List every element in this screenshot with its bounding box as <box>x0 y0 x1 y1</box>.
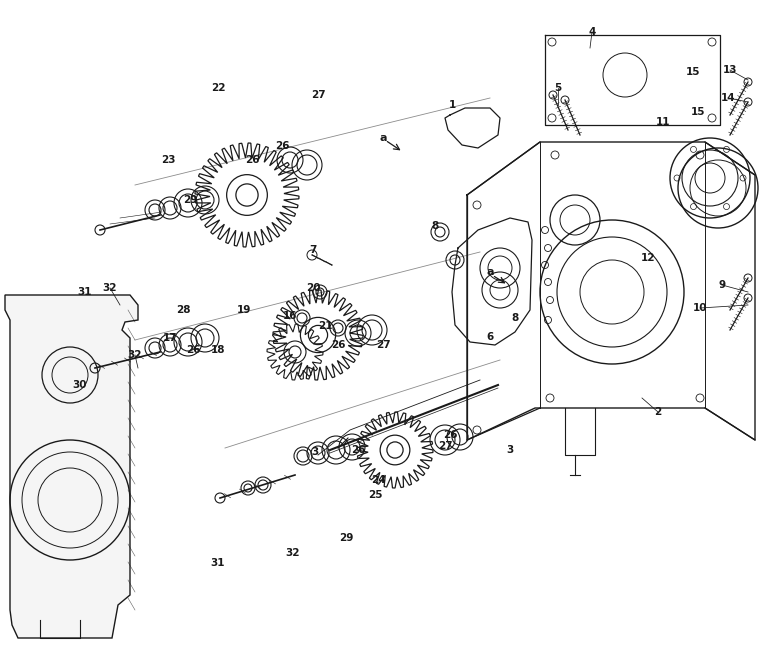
Text: 21: 21 <box>318 321 332 331</box>
Text: 30: 30 <box>72 380 88 390</box>
Text: 17: 17 <box>163 333 178 343</box>
Text: 15: 15 <box>686 67 700 77</box>
Text: 32: 32 <box>128 350 142 360</box>
Text: 14: 14 <box>721 93 735 103</box>
Text: 22: 22 <box>211 83 226 93</box>
Text: 3: 3 <box>507 445 514 455</box>
Text: 26: 26 <box>186 345 200 355</box>
Text: 32: 32 <box>103 283 117 293</box>
Text: 29: 29 <box>183 195 197 205</box>
Text: 11: 11 <box>656 117 671 127</box>
Text: a: a <box>379 133 387 143</box>
Text: 25: 25 <box>368 490 383 500</box>
Text: 27: 27 <box>311 90 325 100</box>
Text: 15: 15 <box>690 107 706 117</box>
Text: 20: 20 <box>306 283 320 293</box>
Text: 23: 23 <box>161 155 175 165</box>
Text: 26: 26 <box>331 340 345 350</box>
Text: 12: 12 <box>641 253 655 263</box>
Text: 27: 27 <box>437 441 453 451</box>
Text: 26: 26 <box>245 155 259 165</box>
Text: 5: 5 <box>555 83 562 93</box>
Text: 32: 32 <box>286 548 300 558</box>
Text: 7: 7 <box>309 245 317 255</box>
Text: 8: 8 <box>511 313 519 323</box>
Text: 4: 4 <box>588 27 596 37</box>
Text: 6: 6 <box>486 332 494 342</box>
Text: 31: 31 <box>211 558 226 568</box>
Text: 3: 3 <box>312 447 319 457</box>
Text: 2: 2 <box>655 407 661 417</box>
Text: 26: 26 <box>275 141 290 151</box>
Text: 13: 13 <box>722 65 738 75</box>
Text: 10: 10 <box>693 303 707 313</box>
Text: 24: 24 <box>370 475 386 485</box>
Text: 27: 27 <box>376 340 390 350</box>
Text: 8: 8 <box>431 221 439 231</box>
Text: a: a <box>486 267 494 277</box>
Text: 26: 26 <box>351 445 365 455</box>
Text: 18: 18 <box>211 345 226 355</box>
Text: 16: 16 <box>283 311 297 321</box>
Text: 9: 9 <box>719 280 725 290</box>
Text: 19: 19 <box>237 305 251 315</box>
Text: 29: 29 <box>339 533 354 543</box>
Text: 31: 31 <box>78 287 92 297</box>
Text: 1: 1 <box>448 100 456 110</box>
Text: 28: 28 <box>176 305 190 315</box>
Polygon shape <box>5 295 138 638</box>
Text: 26: 26 <box>443 430 457 440</box>
